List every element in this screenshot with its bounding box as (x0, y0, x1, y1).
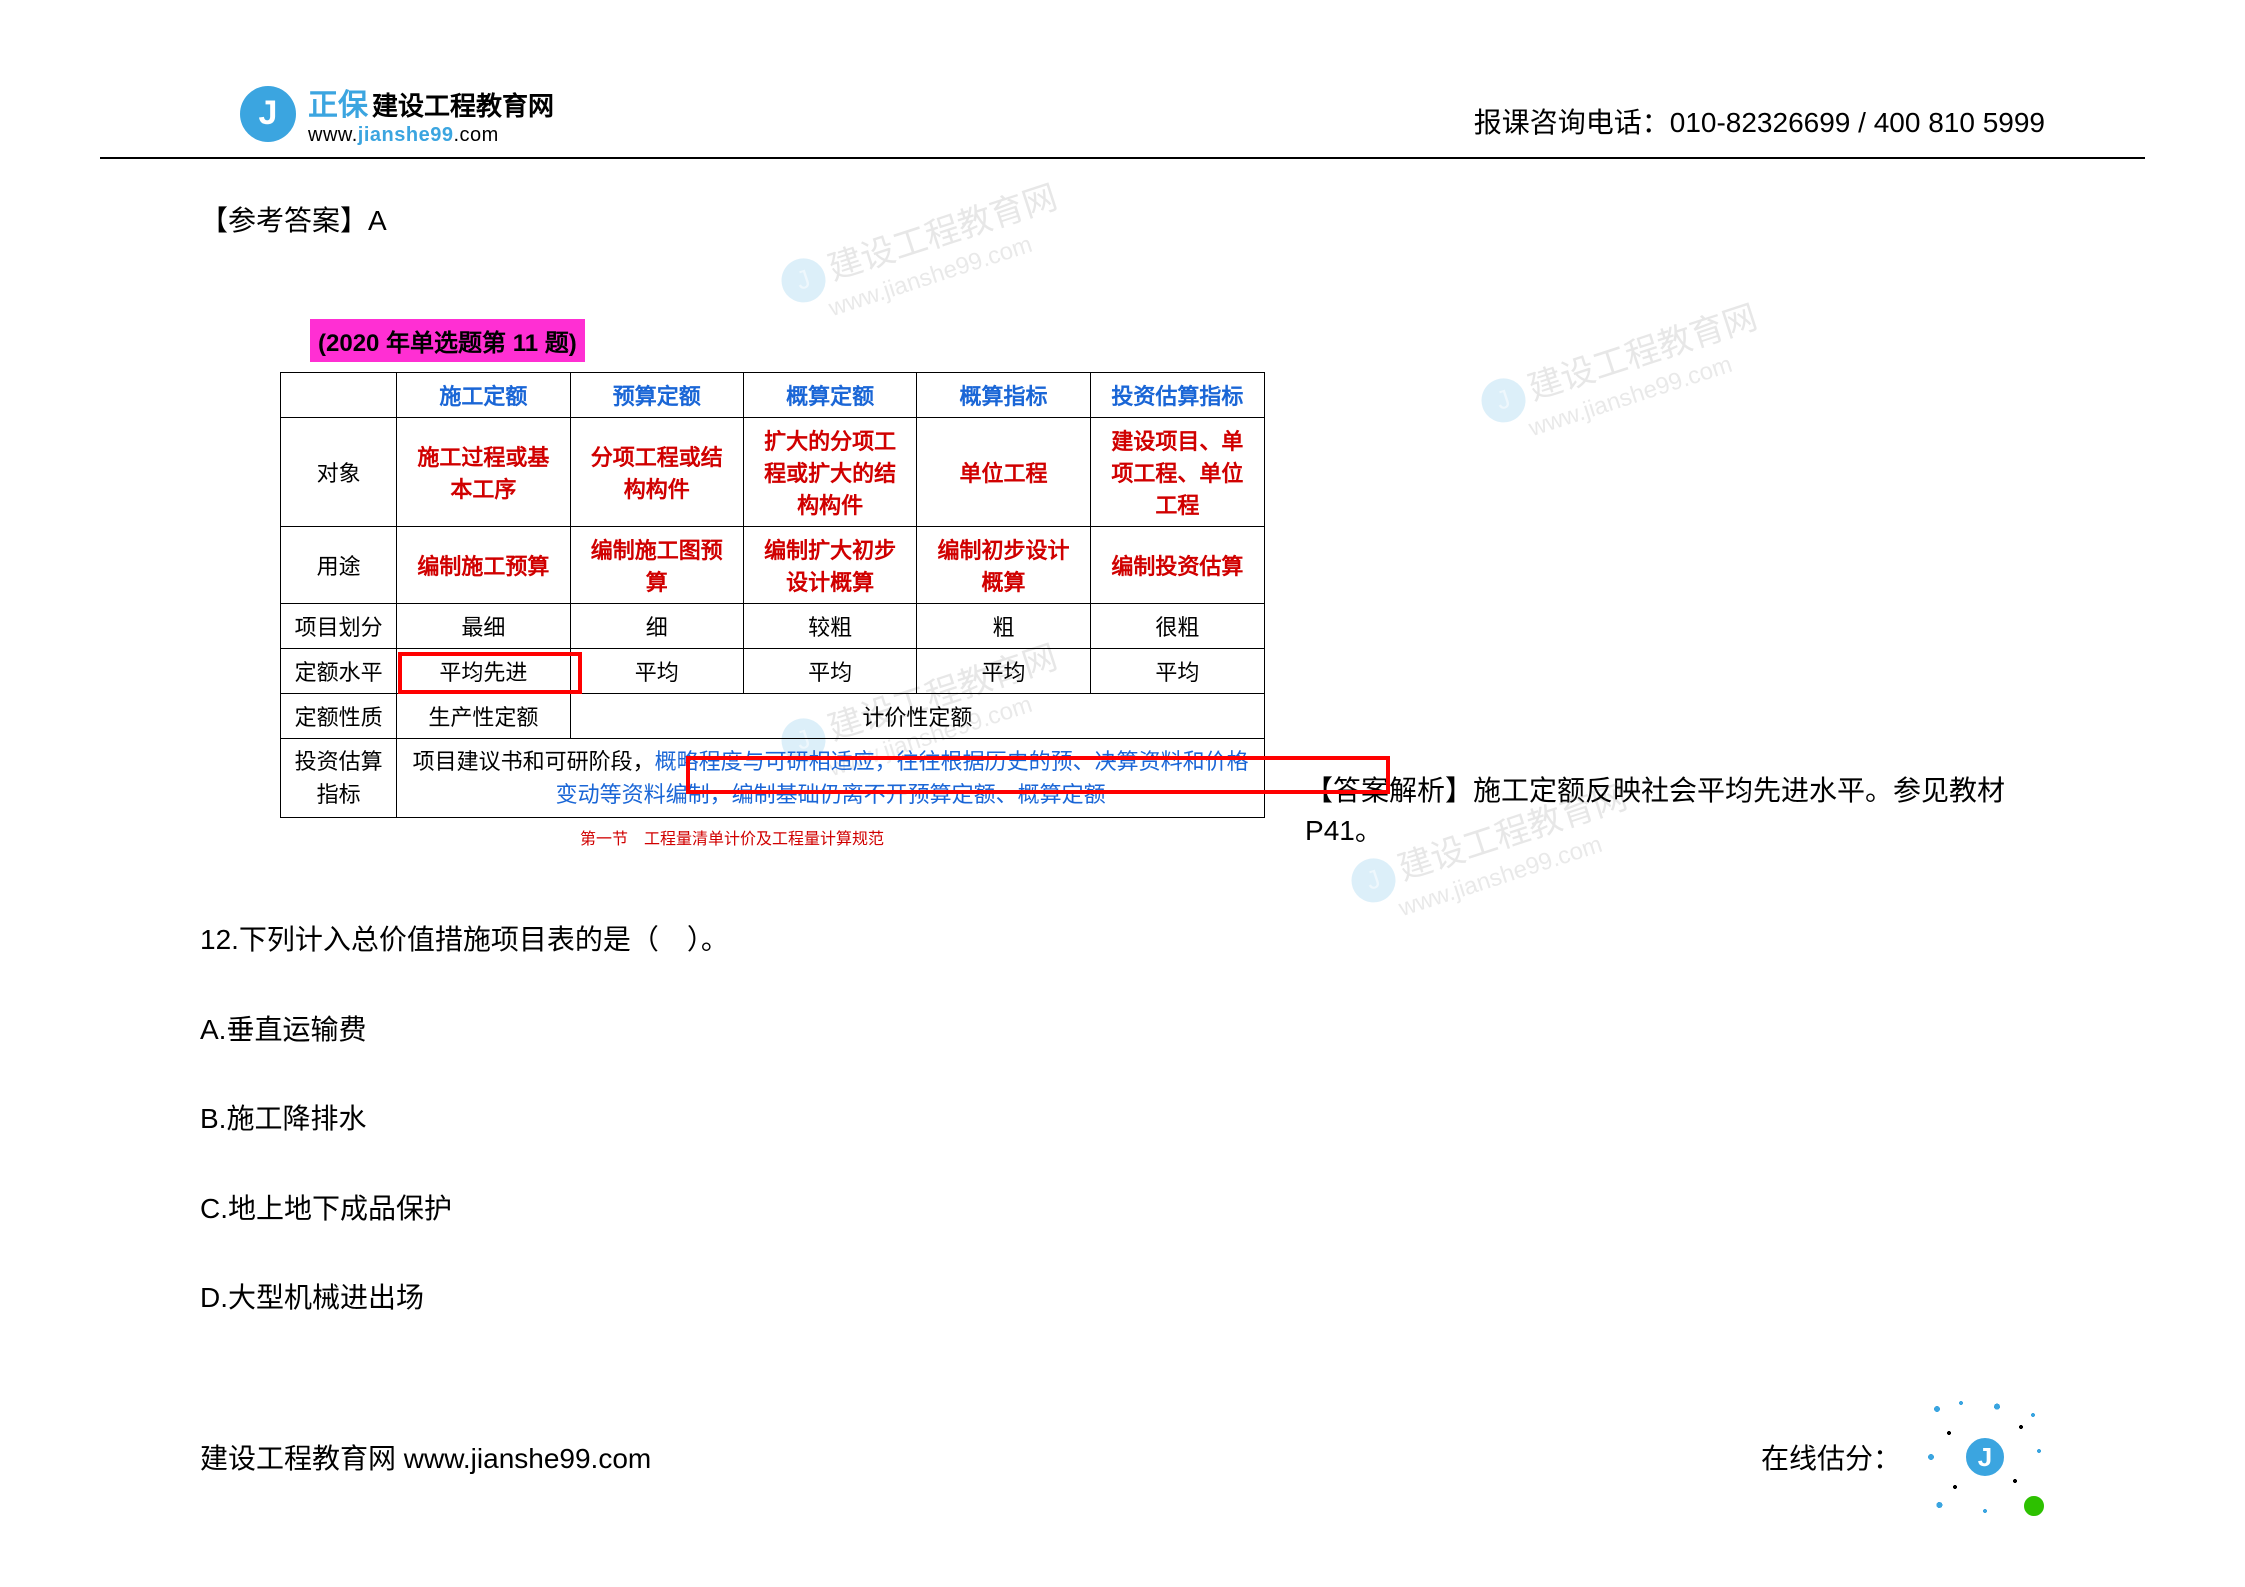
answer-analysis: 【答案解析】施工定额反映社会平均先进水平。参见教材 P41。 (1305, 769, 2065, 849)
footer-right: 在线估分： J (1761, 1397, 2045, 1517)
contact-phone: 报课咨询电话：010-82326699 / 400 810 5999 (1474, 101, 2045, 147)
option-c: C.地上地下成品保护 (200, 1178, 2065, 1240)
page-header: J 正保 建设工程教育网 www.jianshe99.com 报课咨询电话：01… (100, 0, 2145, 159)
brand-suffix: 建设工程教育网 (372, 86, 554, 123)
table-note-row: 投资估算指标 项目建议书和可研阶段，概略程度与可研相适应，往往根据历史的预、决算… (281, 739, 1265, 818)
cell: 分项工程或结构构件 (570, 418, 743, 527)
qr-code[interactable]: J (1925, 1397, 2045, 1517)
cell: 平均 (917, 649, 1090, 694)
cell: 最细 (397, 604, 570, 649)
quota-table-wrap: 施工定额 预算定额 概算定额 概算指标 投资估算指标 对象 施工过程或基本工序 … (280, 372, 1265, 818)
cell: 施工过程或基本工序 (397, 418, 570, 527)
header-col: 投资估算指标 (1090, 373, 1264, 418)
url-bold: jianshe99 (358, 124, 454, 146)
cell: 较粗 (743, 604, 916, 649)
note-blue: 概略程度与可研相适应，往往根据历史的预、决算资料和价格变动等资料编制，编制基础仍… (556, 749, 1249, 807)
row-label: 用途 (281, 527, 397, 604)
table-footnote: 第一节 工程量清单计价及工程量计算规范 (580, 825, 1265, 849)
header-col: 概算定额 (743, 373, 916, 418)
table-row: 定额性质 生产性定额 计价性定额 (281, 694, 1265, 739)
qr-center-icon: J (1962, 1434, 2008, 1480)
cell: 建设项目、单项工程、单位工程 (1090, 418, 1264, 527)
note-black: 项目建议书和可研阶段， (413, 749, 655, 774)
table-row: 项目划分 最细 细 较粗 粗 很粗 (281, 604, 1265, 649)
footer-left: 建设工程教育网 www.jianshe99.com (200, 1437, 651, 1477)
cell: 粗 (917, 604, 1090, 649)
header-empty (281, 373, 397, 418)
cell: 细 (570, 604, 743, 649)
question-tag: (2020 年单选题第 11 题) (310, 319, 585, 362)
option-d: D.大型机械进出场 (200, 1267, 2065, 1329)
qr-badge-icon (2021, 1493, 2047, 1519)
header-col: 预算定额 (570, 373, 743, 418)
cell: 编制施工预算 (397, 527, 570, 604)
table-and-analysis-row: 施工定额 预算定额 概算定额 概算指标 投资估算指标 对象 施工过程或基本工序 … (200, 372, 2065, 849)
url-part: www. (308, 124, 358, 146)
url-part: .com (453, 124, 498, 146)
brand-prefix: 正保 (308, 80, 368, 124)
table-row: 定额水平 平均先进 平均 平均 平均 平均 (281, 649, 1265, 694)
row-label: 定额水平 (281, 649, 397, 694)
page-footer: 建设工程教育网 www.jianshe99.com 在线估分： J (0, 1397, 2245, 1517)
cell: 很粗 (1090, 604, 1264, 649)
cell: 平均 (570, 649, 743, 694)
logo-icon: J (240, 86, 296, 142)
score-label: 在线估分： (1761, 1437, 1901, 1477)
table-header-row: 施工定额 预算定额 概算定额 概算指标 投资估算指标 (281, 373, 1265, 418)
cell: 编制扩大初步设计概算 (743, 527, 916, 604)
header-col: 概算指标 (917, 373, 1090, 418)
reference-answer: 【参考答案】A (200, 199, 2065, 239)
row-label: 对象 (281, 418, 397, 527)
logo-title: 正保 建设工程教育网 (308, 80, 554, 124)
table-row: 用途 编制施工预算 编制施工图预算 编制扩大初步设计概算 编制初步设计概算 编制… (281, 527, 1265, 604)
header-col: 施工定额 (397, 373, 570, 418)
cell: 平均 (743, 649, 916, 694)
row-label: 投资估算指标 (281, 739, 397, 818)
cell: 编制投资估算 (1090, 527, 1264, 604)
question-block: 12.下列计入总价值措施项目表的是（ ）。 A.垂直运输费 B.施工降排水 C.… (200, 909, 2065, 1329)
option-a: A.垂直运输费 (200, 999, 2065, 1061)
row-label: 定额性质 (281, 694, 397, 739)
logo-url: www.jianshe99.com (308, 124, 554, 147)
cell: 平均 (1090, 649, 1264, 694)
logo-text: 正保 建设工程教育网 www.jianshe99.com (308, 80, 554, 147)
quota-table: 施工定额 预算定额 概算定额 概算指标 投资估算指标 对象 施工过程或基本工序 … (280, 372, 1265, 818)
row-label: 项目划分 (281, 604, 397, 649)
logo-block: J 正保 建设工程教育网 www.jianshe99.com (240, 80, 554, 147)
table-row: 对象 施工过程或基本工序 分项工程或结构构件 扩大的分项工程或扩大的结构构件 单… (281, 418, 1265, 527)
cell-merged: 计价性定额 (570, 694, 1264, 739)
option-b: B.施工降排水 (200, 1088, 2065, 1150)
cell: 扩大的分项工程或扩大的结构构件 (743, 418, 916, 527)
content-area: 【参考答案】A (2020 年单选题第 11 题) 施工定额 预算定额 概算定额… (0, 159, 2245, 1329)
note-cell: 项目建议书和可研阶段，概略程度与可研相适应，往往根据历史的预、决算资料和价格变动… (397, 739, 1265, 818)
question-stem: 12.下列计入总价值措施项目表的是（ ）。 (200, 909, 2065, 971)
cell: 单位工程 (917, 418, 1090, 527)
cell: 编制初步设计概算 (917, 527, 1090, 604)
cell: 生产性定额 (397, 694, 570, 739)
cell: 平均先进 (397, 649, 570, 694)
cell: 编制施工图预算 (570, 527, 743, 604)
